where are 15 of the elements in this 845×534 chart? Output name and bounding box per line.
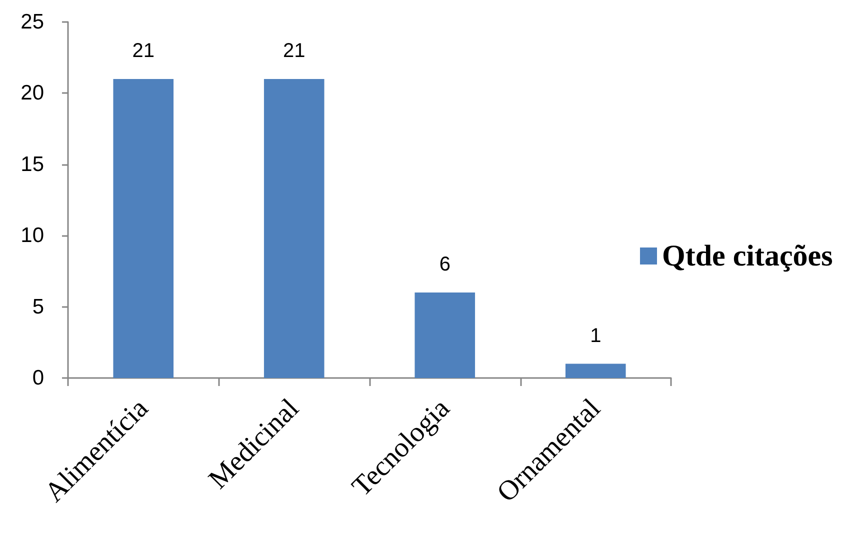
y-tick-label: 25	[20, 10, 44, 34]
data-label: 21	[132, 40, 154, 62]
legend-label: Qtde citações	[662, 240, 833, 272]
bar	[414, 292, 476, 378]
y-tick-label: 20	[20, 82, 44, 105]
data-label: 21	[283, 40, 306, 62]
bar	[113, 78, 174, 378]
y-tick-label: 5	[32, 295, 44, 318]
y-tick-label: 15	[20, 152, 44, 176]
bar	[565, 364, 626, 378]
y-tick-label: 10	[20, 224, 44, 248]
data-label: 6	[439, 254, 450, 276]
data-label: 1	[590, 324, 602, 347]
bar	[264, 78, 324, 378]
y-tick-label: 0	[32, 366, 44, 390]
